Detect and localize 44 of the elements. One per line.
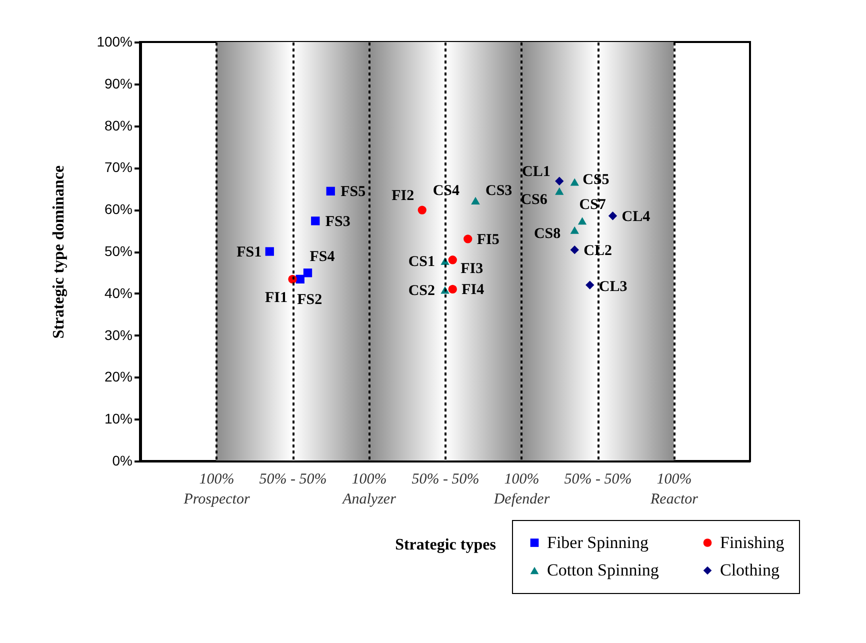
x-tick-label: 100% Analyzer [342, 472, 396, 508]
x-tick-label: 50% - 50% [259, 472, 327, 488]
data-label: FS3 [325, 214, 350, 230]
y-tick-label: 20% [104, 368, 132, 385]
data-label: CS8 [534, 226, 561, 242]
data-label: FI1 [265, 290, 288, 306]
data-label: CS6 [520, 192, 548, 208]
y-tick-label: 50% [104, 243, 132, 259]
data-label: CS2 [408, 283, 435, 300]
y-tick-label: 70% [104, 159, 132, 176]
data-label: CS5 [582, 172, 610, 188]
data-label: FI3 [460, 260, 484, 277]
data-label: FI4 [462, 282, 485, 298]
data-label: CS3 [486, 182, 512, 199]
x-tick-label: 100% Defender [492, 472, 550, 508]
y-tick-label: 0% [112, 452, 132, 468]
legend-label: Finishing [720, 532, 785, 552]
y-tick-label: 40% [104, 284, 132, 301]
data-label: FS1 [236, 244, 262, 260]
y-tick-label: 10% [104, 410, 132, 427]
data-label: CL1 [522, 164, 550, 180]
legend-label: Fiber Spinning [547, 532, 650, 552]
y-tick-label: 100% [96, 34, 132, 50]
data-label: CS1 [408, 254, 435, 270]
y-tick-label: 30% [104, 326, 132, 343]
legend-label: Clothing [720, 560, 780, 580]
data-label: FI5 [476, 232, 500, 248]
x-tick-label: 50% - 50% [564, 472, 632, 488]
y-tick-label: 80% [104, 117, 132, 134]
data-label: FI2 [392, 188, 414, 204]
x-tick-label: 50% - 50% [412, 472, 480, 488]
x-tick-label: 100% Reactor [650, 472, 698, 508]
x-tick-label: 100% Prospector [182, 472, 250, 508]
legend-label: Cotton Spinning [547, 560, 660, 580]
y-tick-label: 60% [104, 201, 132, 218]
data-label: FS5 [340, 184, 366, 200]
data-label: FS2 [297, 292, 322, 308]
data-label: FS4 [310, 248, 336, 265]
x-axis-title: Strategic types [395, 536, 496, 554]
y-tick-label: 90% [104, 75, 132, 92]
data-label: CL4 [622, 208, 651, 225]
y-axis-title: Strategic type dominance [50, 165, 68, 339]
data-label: CL3 [598, 279, 628, 296]
data-label: CS7 [579, 196, 606, 213]
